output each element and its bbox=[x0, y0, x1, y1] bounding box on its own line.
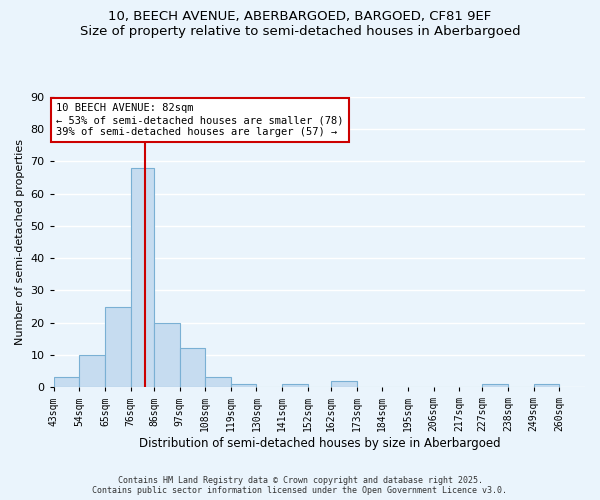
Bar bbox=[79, 355, 105, 387]
Bar bbox=[154, 322, 179, 387]
Text: 10, BEECH AVENUE, ABERBARGOED, BARGOED, CF81 9EF
Size of property relative to se: 10, BEECH AVENUE, ABERBARGOED, BARGOED, … bbox=[80, 10, 520, 38]
Bar bbox=[179, 348, 205, 387]
Bar bbox=[282, 384, 308, 387]
X-axis label: Distribution of semi-detached houses by size in Aberbargoed: Distribution of semi-detached houses by … bbox=[139, 437, 500, 450]
Bar bbox=[482, 384, 508, 387]
Bar bbox=[231, 384, 256, 387]
Y-axis label: Number of semi-detached properties: Number of semi-detached properties bbox=[15, 139, 25, 345]
Bar bbox=[105, 306, 131, 387]
Bar bbox=[534, 384, 559, 387]
Bar bbox=[54, 378, 79, 387]
Text: Contains HM Land Registry data © Crown copyright and database right 2025.
Contai: Contains HM Land Registry data © Crown c… bbox=[92, 476, 508, 495]
Bar bbox=[131, 168, 154, 387]
Text: 10 BEECH AVENUE: 82sqm
← 53% of semi-detached houses are smaller (78)
39% of sem: 10 BEECH AVENUE: 82sqm ← 53% of semi-det… bbox=[56, 104, 344, 136]
Bar bbox=[205, 378, 231, 387]
Bar bbox=[331, 380, 356, 387]
